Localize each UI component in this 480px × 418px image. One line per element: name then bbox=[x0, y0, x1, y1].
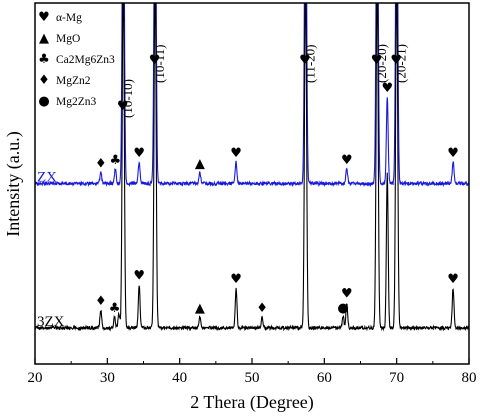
phase-marker: ♦ bbox=[95, 294, 107, 309]
legend-symbol: ▲ bbox=[39, 31, 49, 46]
peak-heart-marker: ♥ bbox=[149, 53, 161, 68]
peak-heart-marker: ♥ bbox=[117, 99, 129, 114]
series-label-zx: ZX bbox=[37, 170, 57, 186]
peak-label: (10-11) bbox=[152, 44, 167, 83]
phase-marker: ♥ bbox=[381, 81, 393, 96]
phase-marker: ♣ bbox=[109, 153, 121, 168]
series-layer bbox=[35, 3, 469, 332]
peak-heart-marker: ♥ bbox=[299, 53, 311, 68]
phase-marker: ♥ bbox=[447, 146, 459, 161]
x-tick-label: 40 bbox=[172, 370, 187, 386]
phase-marker: ♥ bbox=[230, 272, 242, 287]
x-tick-label: 70 bbox=[389, 370, 404, 386]
peak-heart-marker: ♥ bbox=[371, 53, 383, 68]
x-axis-ticks: 20 30 40 50 60 70 80 bbox=[28, 358, 477, 386]
series-label-3zx: 3ZX bbox=[37, 314, 65, 330]
legend-label: α-Mg bbox=[56, 12, 82, 24]
phase-marker: ♦ bbox=[95, 157, 107, 172]
x-tick-label: 80 bbox=[462, 370, 477, 386]
phase-marker: ● bbox=[337, 301, 348, 316]
x-tick-label: 60 bbox=[317, 370, 332, 386]
x-tick-label: 20 bbox=[28, 370, 43, 386]
legend-label: Ca2Mg6Zn3 bbox=[56, 54, 115, 66]
y-axis-title: Intensity (a.u.) bbox=[3, 131, 24, 236]
peak-label: (11-20) bbox=[303, 44, 318, 83]
x-axis-title: 2 Thera (Degree) bbox=[190, 392, 314, 413]
phase-marker: ♥ bbox=[133, 269, 145, 284]
phase-marker: ▲ bbox=[195, 301, 205, 316]
legend-symbol: ♥ bbox=[38, 10, 50, 25]
phase-marker: ♦ bbox=[256, 301, 268, 316]
legend-label: Mg2Zn3 bbox=[56, 96, 97, 108]
x-tick-label: 50 bbox=[245, 370, 260, 386]
legend-symbol: ♦ bbox=[38, 73, 50, 88]
legend-symbol: ♣ bbox=[38, 52, 50, 67]
peak-label: (20-20) bbox=[374, 44, 389, 83]
legend-label: MgO bbox=[56, 33, 80, 45]
phase-marker: ♥ bbox=[341, 287, 353, 302]
phase-marker: ♥ bbox=[133, 146, 145, 161]
peak-label: (20-21) bbox=[394, 44, 409, 83]
marker-layer: ♦ ♣ ♥▲♥ ♥♥♥♦ ♣♥▲♥♦ ●♥♥ bbox=[95, 81, 459, 316]
phase-marker: ♥ bbox=[341, 153, 353, 168]
phase-marker: ♥ bbox=[447, 272, 459, 287]
x-tick-label: 30 bbox=[100, 370, 115, 386]
legend-symbol: ● bbox=[38, 94, 49, 109]
peak-label: (10-10) bbox=[120, 79, 135, 118]
legend: ♥ α-Mg ▲ MgO ♣ Ca2Mg6Zn3 ♦ MgZn2 ● Mg2Zn3 bbox=[38, 10, 115, 109]
series-line-zx bbox=[35, 3, 469, 188]
peak-label-layer: (10-10)♥(10-11)♥ (11-20)♥ (20-20)♥ (20-21)♥ bbox=[117, 44, 409, 118]
phase-marker: ♥ bbox=[230, 146, 242, 161]
series-label-layer: ZX 3ZX bbox=[37, 170, 65, 330]
peak-heart-marker: ♥ bbox=[390, 53, 402, 68]
phase-marker: ♣ bbox=[109, 301, 121, 316]
series-line-3zx bbox=[35, 3, 469, 332]
phase-marker: ▲ bbox=[195, 157, 205, 172]
legend-label: MgZn2 bbox=[56, 75, 91, 87]
